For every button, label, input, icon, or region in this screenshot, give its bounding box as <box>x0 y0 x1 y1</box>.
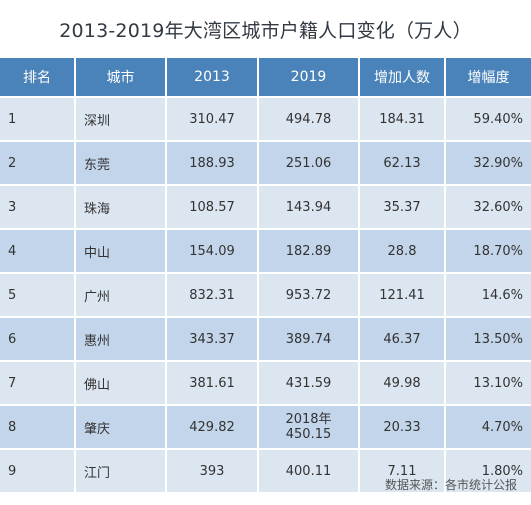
city-cell: 肇庆 <box>76 406 167 450</box>
table-row: 9 江门 393 400.11 7.11 1.80% <box>0 450 531 494</box>
rank-cell: 2 <box>0 142 76 186</box>
increase-cell: 28.8 <box>360 230 446 274</box>
rank-cell: 9 <box>0 450 76 494</box>
data-source-note: 数据来源：各市统计公报 <box>384 478 517 492</box>
header-2013: 2013 <box>167 58 259 98</box>
value-2013-cell: 154.09 <box>167 230 259 274</box>
value-2013-cell: 429.82 <box>167 406 259 450</box>
header-row: 排名 城市 2013 2019 增加人数 增幅度 <box>0 58 531 98</box>
table-title: 2013-2019年大湾区城市户籍人口变化（万人） <box>59 19 472 42</box>
city-cell: 佛山 <box>76 362 167 406</box>
value-2013-cell: 832.31 <box>167 274 259 318</box>
city-cell: 广州 <box>76 274 167 318</box>
value-2013-cell: 108.57 <box>167 186 259 230</box>
value-2019-cell: 389.74 <box>259 318 360 362</box>
increase-cell: 49.98 <box>360 362 446 406</box>
growth-cell: 59.40% <box>446 98 531 142</box>
table-row: 8 肇庆 429.82 2018年 450.15 20.33 4.70% <box>0 406 531 450</box>
growth-cell: 4.70% <box>446 406 531 450</box>
value-2013-cell: 188.93 <box>167 142 259 186</box>
rank-cell: 6 <box>0 318 76 362</box>
growth-cell: 18.70% <box>446 230 531 274</box>
table-row: 2 东莞 188.93 251.06 62.13 32.90% <box>0 142 531 186</box>
value-2019-note: 2018年 <box>285 412 332 427</box>
growth-cell: 14.6% <box>446 274 531 318</box>
rank-cell: 8 <box>0 406 76 450</box>
header-growth: 增幅度 <box>446 58 531 98</box>
table-row: 5 广州 832.31 953.72 121.41 14.6% <box>0 274 531 318</box>
growth-cell: 13.50% <box>446 318 531 362</box>
population-table: 排名 城市 2013 2019 增加人数 增幅度 1 深圳 310.47 494… <box>0 58 531 494</box>
city-cell: 东莞 <box>76 142 167 186</box>
rank-cell: 5 <box>0 274 76 318</box>
table-row: 3 珠海 108.57 143.94 35.37 32.60% <box>0 186 531 230</box>
header-2019: 2019 <box>259 58 360 98</box>
rank-cell: 4 <box>0 230 76 274</box>
increase-cell: 121.41 <box>360 274 446 318</box>
growth-cell: 13.10% <box>446 362 531 406</box>
growth-cell: 32.90% <box>446 142 531 186</box>
increase-cell: 184.31 <box>360 98 446 142</box>
city-cell: 深圳 <box>76 98 167 142</box>
growth-cell: 1.80% <box>446 450 531 494</box>
increase-cell: 46.37 <box>360 318 446 362</box>
header-rank: 排名 <box>0 58 76 98</box>
increase-cell: 20.33 <box>360 406 446 450</box>
increase-cell: 35.37 <box>360 186 446 230</box>
city-cell: 中山 <box>76 230 167 274</box>
value-2019-cell: 2018年 450.15 <box>259 406 360 450</box>
value-2013-cell: 393 <box>167 450 259 494</box>
city-cell: 珠海 <box>76 186 167 230</box>
growth-cell: 32.60% <box>446 186 531 230</box>
value-2019-cell: 400.11 <box>259 450 360 494</box>
table-row: 1 深圳 310.47 494.78 184.31 59.40% <box>0 98 531 142</box>
value-2013-cell: 310.47 <box>167 98 259 142</box>
value-2013-cell: 381.61 <box>167 362 259 406</box>
rank-cell: 7 <box>0 362 76 406</box>
increase-cell: 62.13 <box>360 142 446 186</box>
value-2013-cell: 343.37 <box>167 318 259 362</box>
value-2019-cell: 143.94 <box>259 186 360 230</box>
value-2019-cell: 953.72 <box>259 274 360 318</box>
table-row: 7 佛山 381.61 431.59 49.98 13.10% <box>0 362 531 406</box>
city-cell: 惠州 <box>76 318 167 362</box>
header-city: 城市 <box>76 58 167 98</box>
value-2019-cell: 182.89 <box>259 230 360 274</box>
increase-cell: 7.11 <box>360 450 446 494</box>
value-2019-cell: 494.78 <box>259 98 360 142</box>
table-row: 4 中山 154.09 182.89 28.8 18.70% <box>0 230 531 274</box>
rank-cell: 1 <box>0 98 76 142</box>
value-2019-cell: 251.06 <box>259 142 360 186</box>
value-2019-number: 450.15 <box>285 427 332 442</box>
table-row: 6 惠州 343.37 389.74 46.37 13.50% <box>0 318 531 362</box>
rank-cell: 3 <box>0 186 76 230</box>
value-2019-cell: 431.59 <box>259 362 360 406</box>
city-cell: 江门 <box>76 450 167 494</box>
header-increase: 增加人数 <box>360 58 446 98</box>
